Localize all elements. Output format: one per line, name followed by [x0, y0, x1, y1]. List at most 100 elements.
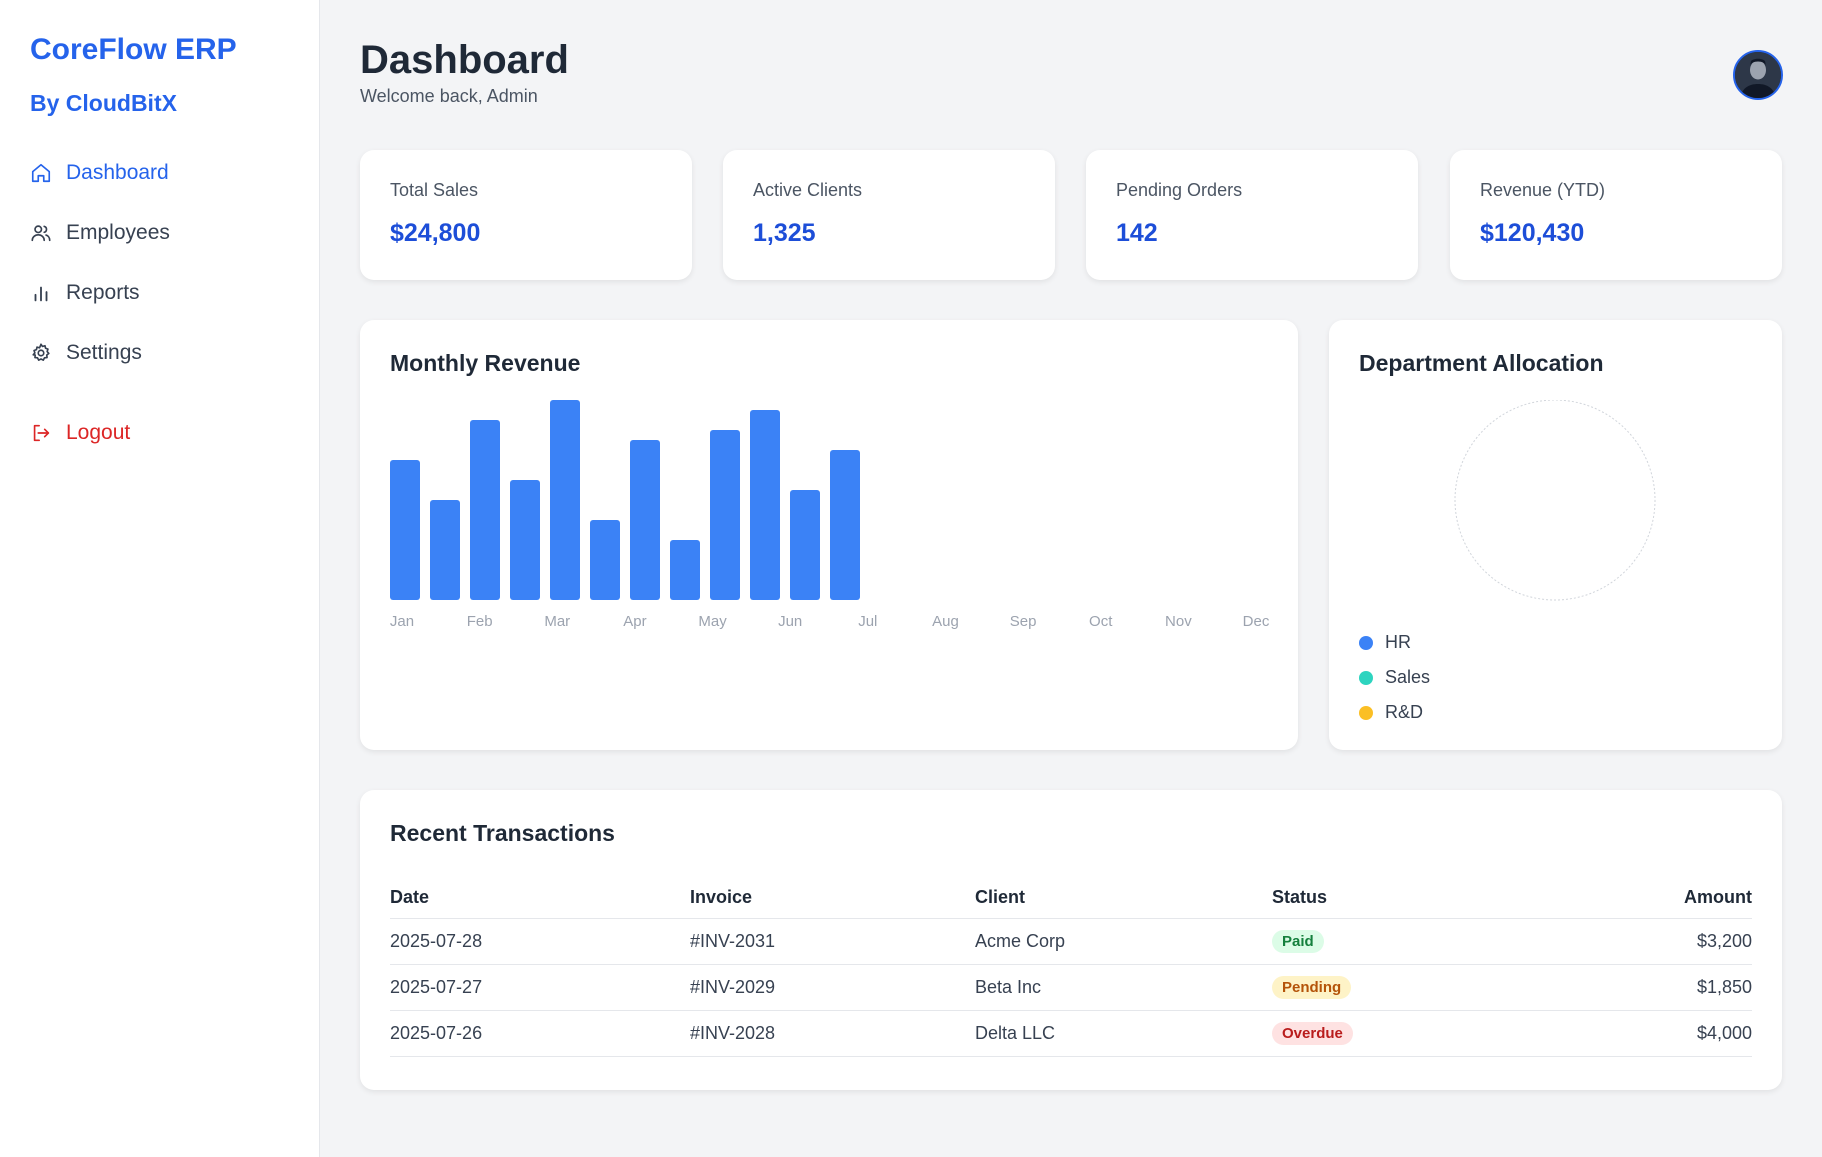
legend-label: HR [1385, 632, 1411, 652]
department-allocation-card: Department Allocation HR Sales R&D [1329, 320, 1782, 750]
transactions-body: 2025-07-28 #INV-2031 Acme Corp Paid $3,2… [390, 918, 1752, 1057]
x-tick-label: Nov [1165, 613, 1192, 630]
cell-status: Paid [1272, 918, 1533, 965]
monthly-revenue-chart: Jan Feb Mar Apr May Jun Jul Aug Sep Oct Nov Dec [390, 400, 1270, 630]
cell-date: 2025-07-26 [390, 1010, 690, 1057]
x-tick-label: Oct [1089, 613, 1113, 630]
revenue-bar[interactable] [430, 500, 460, 600]
cell-amount: $1,850 [1532, 964, 1752, 1011]
revenue-bar[interactable] [470, 420, 500, 600]
revenue-bar[interactable] [390, 460, 420, 600]
kpi-label: Pending Orders [1116, 180, 1243, 200]
cell-invoice: #INV-2028 [690, 1010, 975, 1057]
cell-amount: $4,000 [1532, 1010, 1752, 1057]
kpi-card-revenue-ytd: Revenue (YTD) $120,430 [1450, 150, 1782, 280]
kpi-value: $24,800 [390, 219, 481, 247]
legend-dot [1359, 670, 1373, 685]
users-icon [30, 222, 52, 244]
column-header-amount[interactable]: Amount [1532, 877, 1752, 919]
department-legend: HR Sales R&D [1359, 625, 1430, 730]
revenue-bar[interactable] [750, 410, 780, 600]
revenue-bar[interactable] [710, 430, 740, 600]
cell-status: Pending [1272, 964, 1533, 1011]
x-tick-label: Dec [1243, 613, 1270, 630]
sidebar: CoreFlow ERP By CloudBitX Dashboard Empl… [0, 0, 320, 1157]
transactions-title: Recent Transactions [390, 820, 615, 846]
x-tick-label: Sep [1010, 613, 1037, 630]
table-row[interactable]: 2025-07-27 #INV-2029 Beta Inc Pending $1… [390, 964, 1752, 1011]
table-row[interactable]: 2025-07-28 #INV-2031 Acme Corp Paid $3,2… [390, 918, 1752, 965]
sidebar-item-settings[interactable]: Settings [30, 338, 289, 368]
cell-amount: $3,200 [1532, 918, 1752, 965]
legend-label: Sales [1385, 667, 1431, 687]
logout-label: Logout [66, 421, 131, 444]
home-icon [30, 162, 52, 184]
kpi-label: Total Sales [390, 180, 479, 200]
cell-date: 2025-07-27 [390, 964, 690, 1011]
kpi-card-active-clients: Active Clients 1,325 [723, 150, 1055, 280]
x-tick-label: Jan [390, 613, 414, 630]
x-tick-label: Apr [623, 613, 646, 630]
sidebar-item-reports[interactable]: Reports [30, 278, 289, 308]
monthly-revenue-card: Monthly Revenue Jan Feb Mar Apr May Jun Jul Aug… [360, 320, 1298, 750]
column-header-invoice[interactable]: Invoice [690, 877, 975, 919]
x-tick-label: Aug [932, 613, 959, 630]
column-header-date[interactable]: Date [390, 877, 690, 919]
kpi-label: Active Clients [753, 180, 863, 200]
logout-button[interactable]: Logout [30, 418, 289, 448]
status-badge: Overdue [1272, 1022, 1353, 1045]
kpi-card-pending-orders: Pending Orders 142 [1086, 150, 1418, 280]
cell-status: Overdue [1272, 1010, 1533, 1057]
user-avatar-icon [1735, 52, 1781, 98]
table-header-row: Date Invoice Client Status Amount [390, 877, 1752, 919]
sidebar-item-label: Reports [66, 281, 140, 304]
revenue-bar[interactable] [790, 490, 820, 600]
revenue-bar[interactable] [830, 450, 860, 600]
sidebar-item-employees[interactable]: Employees [30, 218, 289, 248]
kpi-label: Revenue (YTD) [1480, 180, 1606, 200]
x-tick-label: Jul [858, 613, 877, 630]
legend-label: R&D [1385, 702, 1424, 722]
status-badge: Pending [1272, 976, 1352, 999]
x-tick-label: Jun [778, 613, 802, 630]
kpi-value: 1,325 [753, 219, 816, 247]
sidebar-item-label: Settings [66, 341, 142, 364]
gear-icon [30, 342, 52, 364]
kpi-value: 142 [1116, 219, 1158, 247]
sidebar-nav: Dashboard Employees Reports Settings Log… [30, 158, 289, 448]
revenue-bar[interactable] [590, 520, 620, 600]
cell-client: Delta LLC [975, 1010, 1272, 1057]
legend-item-rnd: R&D [1359, 695, 1430, 730]
chart-title: Monthly Revenue [390, 350, 581, 376]
sidebar-item-label: Employees [66, 221, 170, 244]
avatar[interactable] [1733, 50, 1783, 100]
column-header-client[interactable]: Client [975, 877, 1272, 919]
cell-client: Acme Corp [975, 918, 1272, 965]
sidebar-item-label: Dashboard [66, 161, 169, 184]
transactions-table: Date Invoice Client Status Amount 2025-0… [390, 877, 1752, 1057]
x-tick-label: Feb [467, 613, 493, 630]
cell-client: Beta Inc [975, 964, 1272, 1011]
logout-icon [30, 422, 52, 444]
x-tick-label: May [698, 613, 727, 630]
recent-transactions-card: Recent Transactions Date Invoice Client … [360, 790, 1782, 1090]
brand-subtitle: By CloudBitX [30, 90, 177, 116]
revenue-bar[interactable] [510, 480, 540, 600]
revenue-bar[interactable] [550, 400, 580, 600]
table-row[interactable]: 2025-07-26 #INV-2028 Delta LLC Overdue $… [390, 1010, 1752, 1057]
brand-title: CoreFlow ERP [30, 33, 237, 66]
status-badge: Paid [1272, 930, 1324, 953]
legend-dot [1359, 705, 1373, 720]
cell-date: 2025-07-28 [390, 918, 690, 965]
legend-dot [1359, 635, 1373, 650]
column-header-status[interactable]: Status [1272, 877, 1533, 919]
legend-item-sales: Sales [1359, 660, 1430, 695]
sidebar-item-dashboard[interactable]: Dashboard [30, 158, 289, 188]
page-title: Dashboard [360, 38, 569, 82]
revenue-bar[interactable] [670, 540, 700, 600]
pie-outline [1454, 400, 1656, 601]
x-tick-label: Mar [544, 613, 570, 630]
kpi-card-total-sales: Total Sales $24,800 [360, 150, 692, 280]
page-subtitle: Welcome back, Admin [360, 86, 538, 106]
revenue-bar[interactable] [630, 440, 660, 600]
